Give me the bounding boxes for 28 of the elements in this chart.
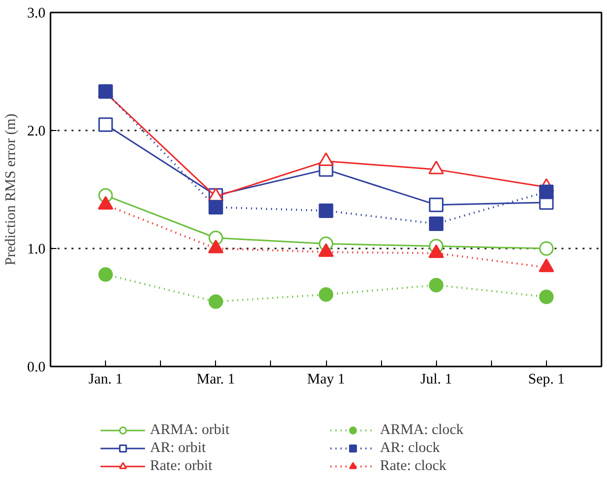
legend-label: ARMA: clock bbox=[380, 421, 464, 439]
y-tick-label: 2.0 bbox=[27, 124, 46, 140]
x-tick-label: Sep. 1 bbox=[528, 372, 565, 388]
legend-label: AR: orbit bbox=[150, 439, 207, 457]
point bbox=[98, 117, 113, 132]
x-tick-label: Jul. 1 bbox=[420, 372, 452, 388]
point bbox=[539, 184, 554, 200]
point bbox=[539, 241, 554, 256]
legend-label: Rate: clock bbox=[380, 457, 448, 475]
legend-label: ARMA: orbit bbox=[150, 421, 230, 439]
point bbox=[98, 267, 113, 282]
legend-label: Rate: orbit bbox=[150, 457, 214, 475]
point bbox=[208, 200, 224, 214]
point bbox=[318, 203, 334, 218]
point bbox=[208, 294, 224, 309]
x-tick-label: Mar. 1 bbox=[196, 372, 235, 388]
point bbox=[428, 216, 444, 231]
legend-label: AR: clock bbox=[380, 439, 441, 457]
point bbox=[318, 287, 334, 302]
x-tick-label: Jan. 1 bbox=[88, 372, 123, 388]
y-axis-title: Prediction RMS error (m) bbox=[3, 113, 20, 266]
point bbox=[428, 278, 444, 292]
x-tick-label: May 1 bbox=[307, 372, 345, 388]
point bbox=[539, 290, 554, 304]
point bbox=[428, 198, 444, 212]
y-tick-label: 3.0 bbox=[27, 6, 46, 22]
y-tick-label: 1.0 bbox=[27, 242, 46, 258]
y-tick-label: 0.0 bbox=[27, 360, 46, 376]
